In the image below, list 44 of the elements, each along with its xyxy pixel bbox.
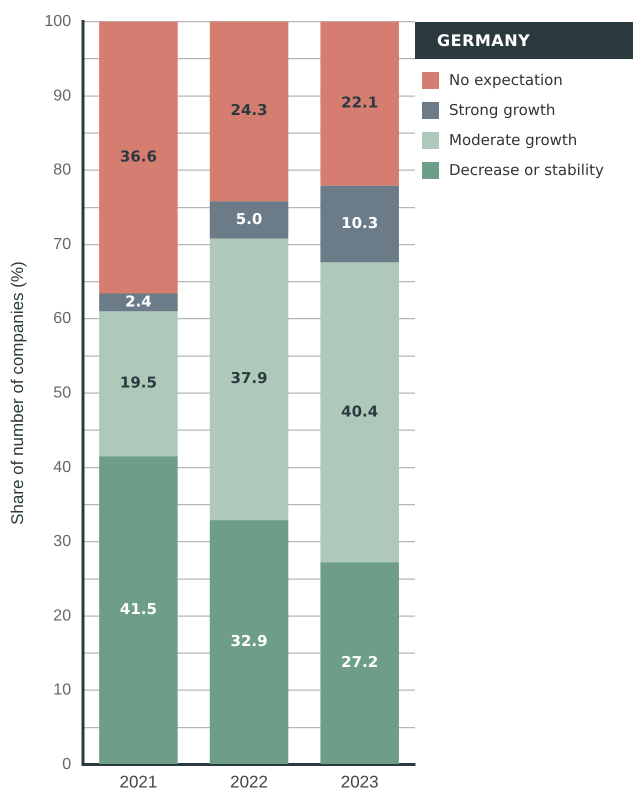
y-tick-label: 70 <box>53 236 72 253</box>
bar <box>320 22 399 186</box>
bar <box>99 22 178 294</box>
data-label: 41.5 <box>120 600 157 618</box>
legend-label: No expectation <box>449 71 563 89</box>
y-tick-label: 80 <box>53 162 72 179</box>
data-label: 24.3 <box>230 101 268 120</box>
x-tick-label: 2021 <box>120 772 158 792</box>
bar <box>320 562 399 764</box>
data-label: 22.1 <box>341 94 378 112</box>
bar <box>210 520 288 764</box>
bar <box>99 311 178 456</box>
bar <box>210 201 288 239</box>
legend-label: Moderate growth <box>449 131 578 149</box>
y-tick-label: 10 <box>53 682 72 699</box>
y-tick-label: 90 <box>53 87 72 104</box>
y-tick-label: 50 <box>53 384 72 402</box>
legend-title: GERMANY <box>415 22 633 59</box>
bar <box>320 186 399 262</box>
legend-label: Strong growth <box>449 101 556 119</box>
data-label: 40.4 <box>341 402 378 420</box>
y-tick-label: 30 <box>53 533 72 550</box>
data-label: 27.2 <box>341 653 378 672</box>
data-label: 36.6 <box>120 147 157 166</box>
legend-label: Decrease or stability <box>449 161 604 179</box>
x-tick-label: 2022 <box>230 772 268 792</box>
x-tick-label: 2023 <box>340 772 379 792</box>
data-label: 2.4 <box>125 292 152 310</box>
data-label: 10.3 <box>341 214 378 232</box>
data-label: 37.9 <box>230 369 268 388</box>
bar <box>320 262 399 563</box>
y-tick-label: 60 <box>53 310 72 328</box>
y-tick-label: 0 <box>62 756 72 774</box>
data-label: 5.0 <box>236 210 262 228</box>
data-label: 32.9 <box>230 632 268 650</box>
y-tick-label: 100 <box>44 13 72 30</box>
data-label: 19.5 <box>120 374 157 392</box>
bar <box>99 294 178 312</box>
bar <box>210 238 288 520</box>
bar <box>99 456 178 764</box>
y-tick-label: 40 <box>53 458 72 476</box>
y-tick-label: 20 <box>53 607 72 624</box>
y-axis-title: Share of number of companies (%) <box>8 261 27 525</box>
bar <box>210 22 288 202</box>
